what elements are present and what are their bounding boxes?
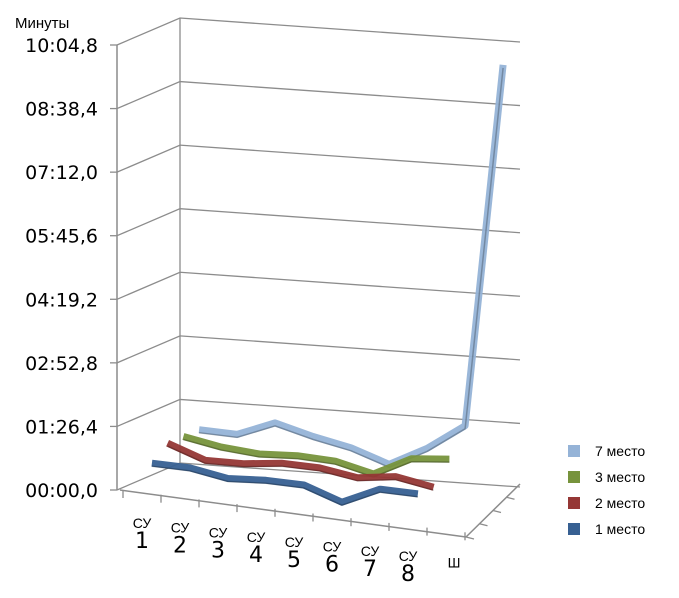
gridline: [116, 80, 521, 110]
depth-tick: [492, 509, 502, 514]
x-category-number: 5: [287, 548, 301, 573]
y-tick-label: 05:45,6: [25, 226, 98, 248]
series-line-edge: [199, 67, 504, 469]
gridlines: [116, 17, 521, 428]
gridline: [116, 398, 521, 428]
x-category-prefix: СУ: [285, 534, 304, 550]
y-tick-label: 02:52,8: [25, 353, 98, 375]
y-tick-label: 07:12,0: [25, 162, 98, 184]
legend-swatch: [568, 445, 580, 457]
series-line-1-место: [151, 459, 419, 506]
gridline: [116, 335, 521, 364]
series-line-3-место: [182, 433, 450, 478]
y-tick-label: 04:19,2: [25, 289, 98, 311]
depth-tick: [506, 496, 515, 500]
y-tick-label: 10:04,8: [25, 35, 98, 57]
x-category-number: 4: [249, 543, 263, 568]
gridline: [116, 271, 521, 300]
x-category-number: 6: [325, 553, 339, 578]
x-category-number: 7: [363, 557, 377, 582]
legend: 7 место 3 место 2 место 1 место: [568, 443, 645, 537]
gridline: [116, 144, 521, 173]
x-category-number: 1: [135, 529, 149, 554]
depth-tick: [465, 536, 475, 540]
x-category-number: 2: [173, 534, 187, 559]
legend-label: 3 место: [595, 469, 645, 485]
y-axis-title: Минуты: [15, 15, 69, 32]
legend-swatch: [568, 497, 580, 509]
x-axis-line: [119, 489, 467, 538]
x-category-prefix: СУ: [323, 539, 342, 555]
depth-tick: [479, 523, 488, 527]
gridline: [116, 208, 521, 237]
legend-swatch: [568, 523, 580, 535]
axes: [110, 18, 521, 541]
series-line-2-место: [166, 440, 435, 491]
legend-label: 1 место: [595, 521, 645, 537]
series-lines: [151, 64, 507, 507]
x-category-label: Ш: [448, 555, 461, 571]
x-category-prefix: СУ: [133, 515, 152, 531]
series-line-edge: [183, 438, 450, 478]
y-tick-label: 08:38,4: [25, 99, 98, 121]
x-category-prefix: СУ: [209, 524, 228, 540]
legend-label: 2 место: [595, 495, 645, 511]
x-category-prefix: СУ: [361, 543, 380, 559]
x-category-number: 3: [211, 538, 225, 563]
x-category-prefix: СУ: [247, 529, 266, 545]
series-line-edge: [151, 465, 418, 507]
legend-label: 7 место: [595, 443, 645, 459]
y-axis-labels: 00:00,0 01:26,4 02:52,8 04:19,2 05:45,6 07:12…: [25, 35, 98, 502]
x-category-prefix: СУ: [171, 520, 190, 536]
x-category-number: 8: [401, 562, 415, 587]
legend-swatch: [568, 471, 580, 483]
series-line-edge: [167, 445, 434, 491]
x-category-prefix: СУ: [399, 548, 418, 564]
y-tick-label: 01:26,4: [25, 416, 98, 438]
gridline: [116, 17, 521, 46]
series-line-7-место: [198, 64, 507, 468]
y-tick-label: 00:00,0: [25, 480, 98, 502]
